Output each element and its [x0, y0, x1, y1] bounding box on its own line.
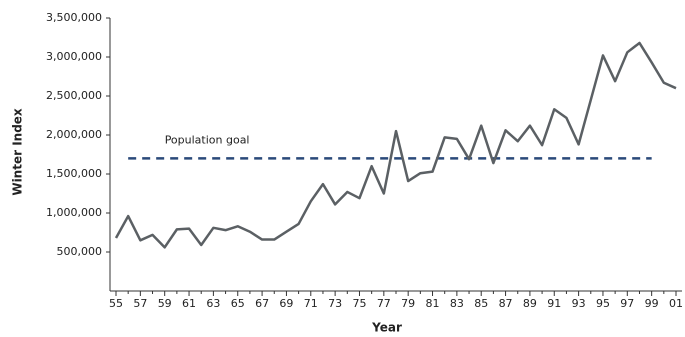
x-tick-label: 87	[499, 297, 513, 310]
x-tick-label: 95	[596, 297, 610, 310]
x-tick-label: 71	[304, 297, 318, 310]
x-tick-label: 73	[328, 297, 342, 310]
x-tick-label: 69	[279, 297, 293, 310]
x-tick-label: 79	[401, 297, 415, 310]
x-tick-label: 91	[547, 297, 561, 310]
y-tick-label: 3,000,000	[46, 50, 102, 63]
x-tick-label: 59	[158, 297, 172, 310]
x-tick-label: 55	[109, 297, 123, 310]
data-line	[114, 41, 677, 249]
x-tick-label: 93	[572, 297, 586, 310]
x-tick-label: 77	[377, 297, 391, 310]
y-tick-label: 2,000,000	[46, 128, 102, 141]
y-tick-label: 1,000,000	[46, 206, 102, 219]
x-tick-label: 85	[474, 297, 488, 310]
y-tick-label: 1,500,000	[46, 167, 102, 180]
y-axis-title: Winter Index	[11, 108, 25, 196]
x-tick-label: 63	[206, 297, 220, 310]
x-tick-label: 81	[426, 297, 440, 310]
x-tick-label: 75	[352, 297, 366, 310]
y-tick-label: 500,000	[57, 245, 103, 258]
x-tick-label: 57	[133, 297, 147, 310]
x-tick-label: 67	[255, 297, 269, 310]
x-tick-label: 61	[182, 297, 196, 310]
x-tick-label: 83	[450, 297, 464, 310]
x-axis-title: Year	[371, 321, 402, 335]
x-tick-label: 97	[620, 297, 634, 310]
y-tick-label: 3,500,000	[46, 11, 102, 24]
y-tick-label: 2,500,000	[46, 89, 102, 102]
x-tick-label: 65	[231, 297, 245, 310]
x-tick-label: 89	[523, 297, 537, 310]
goal-label: Population goal	[165, 133, 250, 146]
x-tick-label: 99	[645, 297, 659, 310]
x-tick-label: 01	[669, 297, 683, 310]
